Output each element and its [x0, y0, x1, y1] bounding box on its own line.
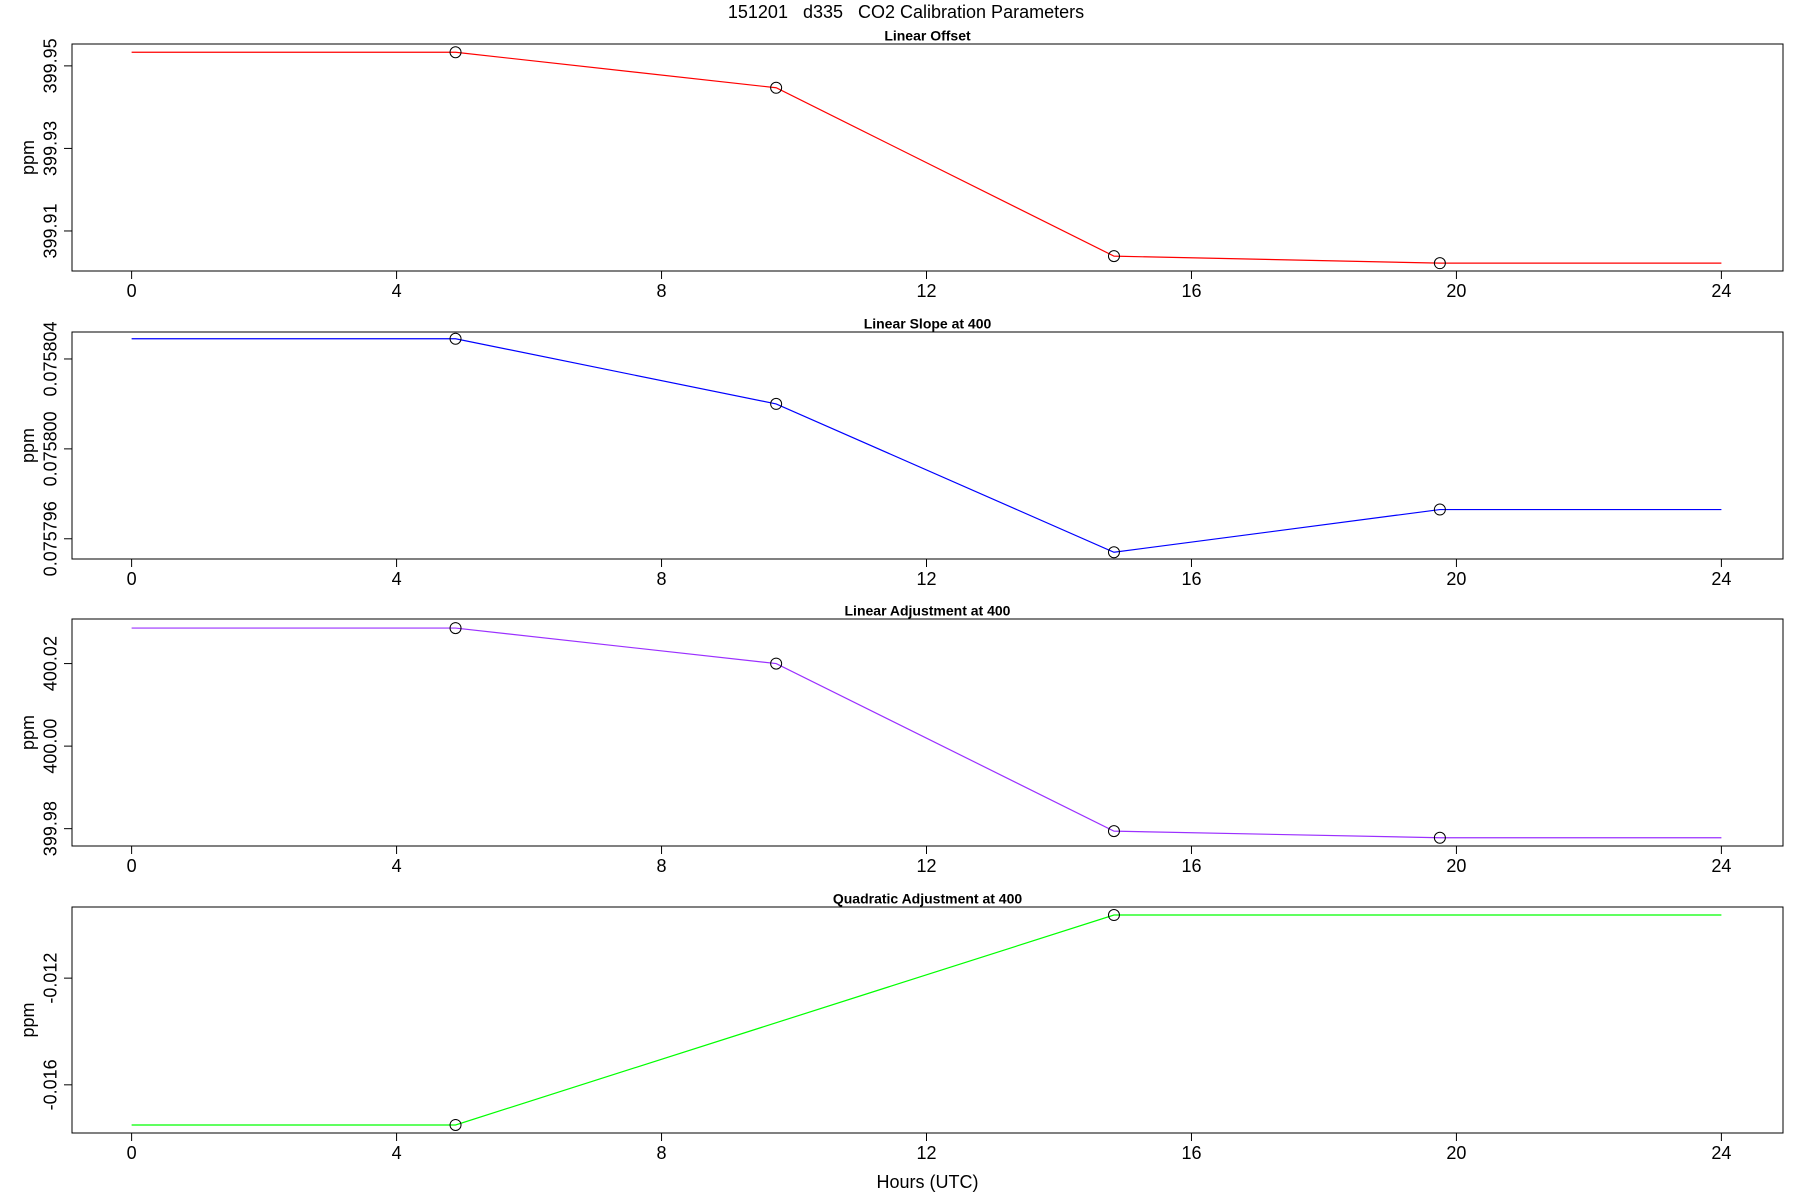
x-tick-label: 8: [657, 281, 667, 301]
data-point: [770, 81, 783, 94]
y-tick-label: 399.93: [41, 121, 61, 176]
x-tick-label: 20: [1446, 856, 1466, 876]
data-point: [1433, 257, 1446, 270]
data-line: [131, 627, 1722, 839]
y-tick-label: 400.00: [41, 719, 61, 774]
panel-title: Quadratic Adjustment at 400: [833, 891, 1023, 907]
data-point: [449, 1118, 462, 1131]
panel-title: Linear Offset: [884, 28, 971, 44]
data-point: [1433, 503, 1446, 516]
y-tick-label: 399.98: [41, 801, 61, 856]
x-tick-label: 12: [916, 1143, 936, 1163]
data-line: [131, 51, 1722, 264]
plot-frame: [71, 906, 1784, 1134]
x-axis-label: Hours (UTC): [877, 1172, 979, 1192]
x-tick-label: 24: [1711, 569, 1731, 589]
x-tick-label: 0: [127, 1143, 137, 1163]
y-axis-label: ppm: [18, 715, 38, 750]
y-tick-label: 399.91: [41, 203, 61, 258]
y-axis-label: ppm: [18, 1002, 38, 1037]
data-point: [449, 622, 462, 635]
data-point: [1107, 546, 1120, 559]
x-tick-label: 4: [392, 281, 402, 301]
plot-frame: [71, 43, 1784, 272]
x-tick-label: 0: [127, 569, 137, 589]
x-tick-label: 8: [657, 1143, 667, 1163]
y-axis-label: ppm: [18, 428, 38, 463]
data-point: [449, 332, 462, 345]
x-tick-label: 20: [1446, 1143, 1466, 1163]
x-tick-label: 16: [1181, 281, 1201, 301]
x-tick-label: 4: [392, 569, 402, 589]
x-tick-label: 8: [657, 569, 667, 589]
panel-title: Linear Slope at 400: [864, 316, 992, 332]
y-tick-label: 0.075804: [41, 321, 61, 396]
y-tick-label: -0.016: [41, 1059, 61, 1110]
x-tick-label: 4: [392, 1143, 402, 1163]
x-tick-label: 12: [916, 856, 936, 876]
y-tick-label: 0.075800: [41, 411, 61, 486]
data-point: [1107, 909, 1120, 922]
x-tick-label: 16: [1181, 1143, 1201, 1163]
plot-frame: [71, 618, 1784, 847]
data-point: [770, 657, 783, 670]
y-tick-label: -0.012: [41, 953, 61, 1004]
x-tick-label: 24: [1711, 1143, 1731, 1163]
plot-frame: [71, 331, 1784, 560]
data-point: [1107, 825, 1120, 838]
x-tick-label: 20: [1446, 569, 1466, 589]
data-line: [131, 914, 1722, 1126]
x-tick-label: 16: [1181, 856, 1201, 876]
data-point: [449, 46, 462, 59]
panel-title: Linear Adjustment at 400: [845, 603, 1011, 619]
x-tick-label: 12: [916, 569, 936, 589]
x-tick-label: 12: [916, 281, 936, 301]
x-tick-label: 24: [1711, 281, 1731, 301]
figure-title: 151201 d335 CO2 Calibration Parameters: [728, 2, 1084, 22]
data-point: [1107, 250, 1120, 263]
data-point: [770, 397, 783, 410]
y-tick-label: 400.02: [41, 636, 61, 691]
x-tick-label: 20: [1446, 281, 1466, 301]
x-tick-label: 8: [657, 856, 667, 876]
x-tick-label: 0: [127, 856, 137, 876]
y-axis-label: ppm: [18, 140, 38, 175]
data-line: [131, 338, 1722, 553]
x-tick-label: 4: [392, 856, 402, 876]
x-tick-label: 16: [1181, 569, 1201, 589]
x-tick-label: 0: [127, 281, 137, 301]
y-tick-label: 0.075796: [41, 501, 61, 576]
y-tick-label: 399.95: [41, 38, 61, 93]
x-tick-label: 24: [1711, 856, 1731, 876]
data-point: [1433, 831, 1446, 844]
